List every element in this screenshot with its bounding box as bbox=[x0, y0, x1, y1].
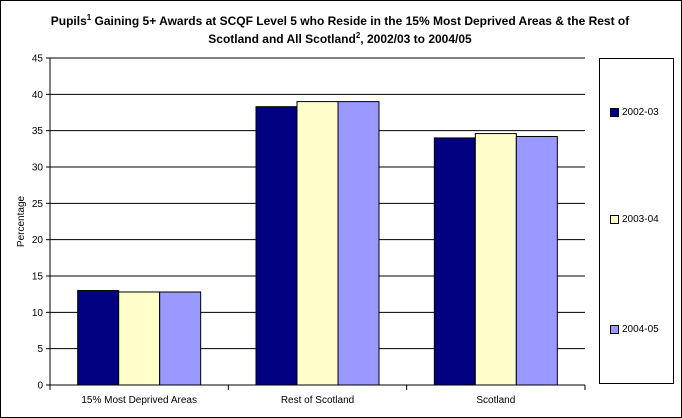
x-tick-label-0: 15% Most Deprived Areas bbox=[81, 395, 197, 406]
y-tick-label-25: 25 bbox=[32, 199, 44, 210]
bar-0-0 bbox=[77, 290, 120, 386]
x-tick-label-2: Scotland bbox=[476, 395, 515, 406]
bar-1-2 bbox=[337, 101, 380, 386]
x-tick-label-1: Rest of Scotland bbox=[281, 395, 354, 406]
bar-2-1 bbox=[474, 133, 517, 386]
y-axis-label: Percentage bbox=[16, 195, 27, 247]
y-tick-label-35: 35 bbox=[32, 126, 44, 137]
legend-item-2003-04: 2003-04 bbox=[610, 214, 659, 225]
legend-item-2002-03: 2002-03 bbox=[610, 107, 659, 118]
bar-2-2 bbox=[515, 135, 558, 386]
y-tick-label-45: 45 bbox=[32, 54, 44, 65]
bar-0-1 bbox=[118, 291, 161, 386]
bar-2-0 bbox=[433, 137, 476, 386]
y-tick-label-20: 20 bbox=[32, 235, 44, 246]
y-tick-label-15: 15 bbox=[32, 272, 44, 283]
legend-label-2003-04: 2003-04 bbox=[622, 214, 659, 225]
legend-label-2002-03: 2002-03 bbox=[622, 107, 659, 118]
bar-1-1 bbox=[296, 101, 339, 386]
y-tick-label-5: 5 bbox=[37, 344, 43, 355]
legend-label-2004-05: 2004-05 bbox=[622, 324, 659, 335]
legend-swatch-2003-04 bbox=[610, 215, 619, 224]
y-tick-label-40: 40 bbox=[32, 90, 44, 101]
y-tick-label-0: 0 bbox=[37, 381, 43, 392]
legend-item-2004-05: 2004-05 bbox=[610, 324, 659, 335]
legend-swatch-2002-03 bbox=[610, 108, 619, 117]
legend-swatch-2004-05 bbox=[610, 325, 619, 334]
bar-1-0 bbox=[255, 106, 298, 386]
bar-0-2 bbox=[159, 291, 202, 386]
chart-title: Pupils1 Gaining 5+ Awards at SCQF Level … bbox=[50, 13, 630, 47]
y-tick-label-30: 30 bbox=[32, 163, 44, 174]
legend: 2002-03 2003-04 2004-05 bbox=[599, 58, 674, 384]
y-tick-label-10: 10 bbox=[32, 308, 44, 319]
